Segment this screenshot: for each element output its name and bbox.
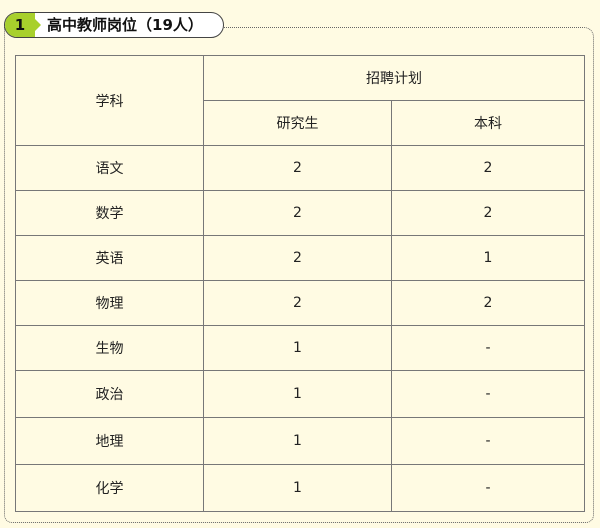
section-heading: 1 高中教师岗位（19人）	[4, 12, 224, 38]
table-row: 生物 1-	[15, 325, 585, 371]
cell-undergraduate: 2	[391, 190, 585, 236]
recruitment-table: 学科 招聘计划 研究生 本科 语文 2 2 数学 2 2 英语 2 1 物理 2 2 生物 1- 政治 1- 地…	[15, 55, 585, 512]
cell-subject: 语文	[15, 145, 204, 191]
cell-graduate: 1	[203, 325, 392, 371]
header-graduate: 研究生	[203, 100, 392, 146]
cell-graduate: 1	[203, 370, 392, 418]
cell-subject: 政治	[15, 370, 204, 418]
cell-subject: 英语	[15, 235, 204, 281]
section-frame	[4, 27, 594, 523]
cell-graduate: 2	[203, 235, 392, 281]
cell-subject: 地理	[15, 417, 204, 465]
cell-undergraduate: 2	[391, 145, 585, 191]
table-subheader-row: 研究生 本科	[16, 100, 585, 146]
header-undergraduate: 本科	[391, 100, 585, 146]
arrow-icon	[35, 19, 41, 31]
section-number-badge: 1	[5, 13, 35, 37]
cell-graduate: 1	[203, 464, 392, 512]
cell-undergraduate: -	[391, 325, 585, 371]
cell-graduate: 2	[203, 280, 392, 326]
cell-subject: 生物	[15, 325, 204, 371]
cell-undergraduate: -	[391, 417, 585, 465]
table-header-row: 学科 招聘计划	[15, 55, 585, 146]
table-row: 物理 2 2	[15, 280, 585, 326]
cell-graduate: 2	[203, 190, 392, 236]
cell-undergraduate: -	[391, 464, 585, 512]
table-row: 语文 2 2	[15, 145, 585, 191]
cell-undergraduate: -	[391, 370, 585, 418]
cell-undergraduate: 1	[391, 235, 585, 281]
cell-subject: 物理	[15, 280, 204, 326]
header-plan: 招聘计划	[203, 55, 585, 101]
table-row: 政治 1-	[15, 370, 585, 418]
table-row: 数学 2 2	[15, 190, 585, 236]
table-row: 英语 2 1	[15, 235, 585, 281]
cell-graduate: 2	[203, 145, 392, 191]
section-title: 高中教师岗位（19人）	[47, 16, 203, 34]
cell-graduate: 1	[203, 417, 392, 465]
header-subject: 学科	[15, 55, 204, 146]
cell-subject: 数学	[15, 190, 204, 236]
table-row: 化学 1-	[15, 464, 585, 512]
cell-subject: 化学	[15, 464, 204, 512]
table-row: 地理 1-	[15, 417, 585, 465]
cell-undergraduate: 2	[391, 280, 585, 326]
